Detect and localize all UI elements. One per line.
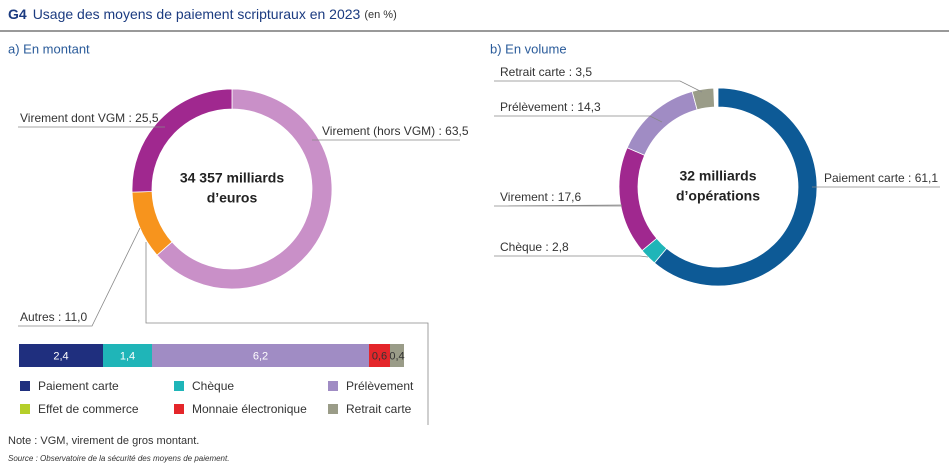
legend-label: Paiement carte: [38, 379, 119, 393]
legend-label: Chèque: [192, 379, 234, 393]
center-label: 34 357 milliards: [180, 170, 285, 186]
donut-slice: [691, 87, 715, 111]
legend-swatch: [174, 381, 184, 391]
slice-label: Prélèvement : 14,3: [500, 100, 601, 114]
title-code: G4: [8, 6, 27, 22]
bar-segment: [369, 344, 390, 367]
leader-line: [494, 115, 663, 123]
note: Note : VGM, virement de gros montant.: [8, 435, 199, 447]
legend-label: Prélèvement: [346, 379, 414, 393]
legend-label: Effet de commerce: [38, 402, 139, 416]
legend-swatch: [174, 404, 184, 414]
value-label: 2,4: [53, 350, 68, 362]
donut-slice: [626, 90, 698, 156]
legend-swatch: [328, 404, 338, 414]
value-label: 6,2: [253, 350, 268, 362]
donut-slice: [131, 191, 173, 256]
center-label: 32 milliards: [679, 168, 756, 184]
bar-segment: [152, 344, 369, 367]
bar-segment: [19, 344, 103, 367]
subtitle: b) En volume: [490, 41, 567, 56]
slice-label: Virement (hors VGM) : 63,5: [322, 124, 469, 138]
center-label: d’euros: [207, 190, 258, 206]
leader-line: [493, 204, 623, 207]
slice-label: Autres : 11,0: [20, 310, 87, 324]
slice-label: Virement : 17,6: [500, 190, 581, 204]
slice-label: Retrait carte : 3,5: [500, 65, 592, 79]
legend-swatch: [20, 404, 30, 414]
slice-label: Paiement carte : 61,1: [824, 171, 938, 185]
chart-title: G4 Usage des moyens de paiement scriptura…: [8, 6, 397, 22]
slice-label: Chèque : 2,8: [500, 240, 569, 254]
center-label: d’opérations: [676, 188, 760, 204]
leader-line: [494, 255, 649, 258]
donut-slice: [156, 88, 333, 290]
leader-line: [18, 227, 141, 327]
title-text: Usage des moyens de paiement scripturaux…: [33, 6, 361, 22]
source: Source : Observatoire de la sécurité des…: [8, 454, 229, 463]
donut-slice: [131, 88, 233, 193]
slice-label: Virement dont VGM : 25,5: [20, 111, 159, 125]
subtitle: a) En montant: [8, 41, 90, 56]
donut-slice: [618, 147, 658, 252]
title-unit: (en %): [364, 9, 396, 21]
legend-swatch: [20, 381, 30, 391]
legend-label: Retrait carte: [346, 402, 412, 416]
leader-line: [494, 80, 703, 93]
bar-segment: [103, 344, 152, 367]
legend-label: Monnaie électronique: [192, 402, 307, 416]
legend-swatch: [328, 381, 338, 391]
bracket: [145, 242, 429, 425]
value-label: 0,6: [372, 350, 387, 362]
value-label: 0,4: [389, 350, 404, 362]
bar-segment: [390, 344, 404, 367]
value-label: 1,4: [120, 350, 135, 362]
